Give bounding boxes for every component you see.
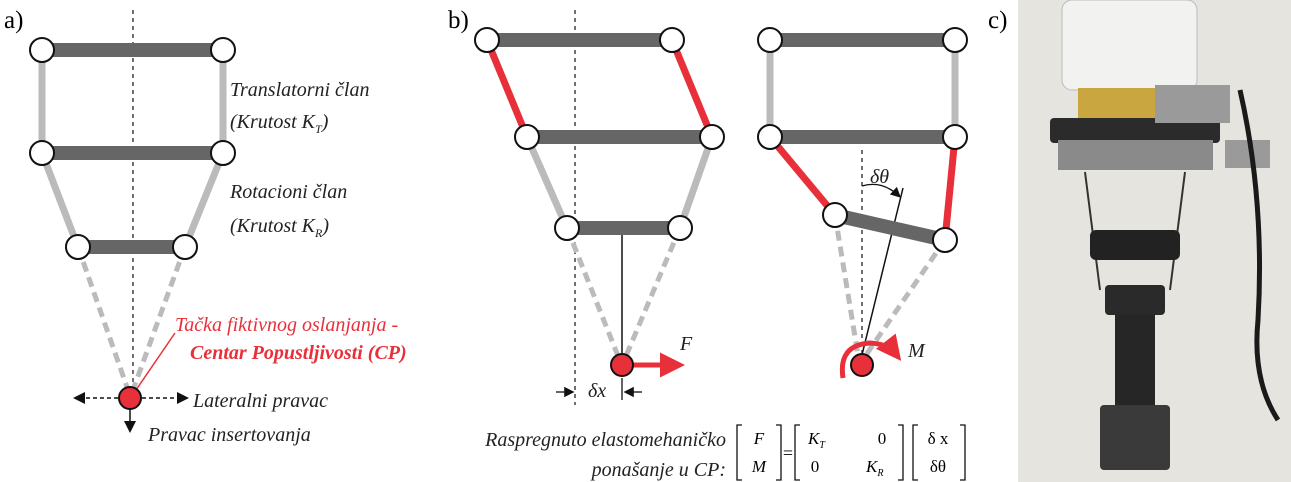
bar — [835, 215, 945, 240]
joint — [758, 28, 782, 52]
link — [770, 137, 835, 215]
joint — [700, 125, 724, 149]
text: ponašanje u CP: — [590, 459, 726, 481]
text: F — [679, 333, 693, 355]
panel-label: b) — [448, 7, 469, 34]
text: 0 — [878, 429, 887, 448]
joint — [173, 235, 197, 259]
joint — [668, 216, 692, 240]
joint — [66, 235, 90, 259]
text: = — [783, 443, 793, 463]
link — [487, 40, 527, 137]
dashed-link — [835, 215, 858, 355]
joint — [660, 28, 684, 52]
compliance-center — [851, 354, 873, 376]
link — [945, 137, 955, 240]
text: (Krutost KT) — [230, 111, 329, 136]
panel-label: a) — [4, 7, 23, 34]
peg — [1100, 405, 1170, 470]
joint — [823, 203, 847, 227]
text: (Krutost K — [230, 111, 317, 133]
text: (Krutost K — [230, 215, 317, 237]
link — [185, 153, 223, 247]
joint — [475, 28, 499, 52]
text: δθ — [870, 166, 889, 188]
sensor — [1225, 140, 1270, 168]
sensor — [1155, 85, 1230, 123]
dashed-link — [626, 228, 680, 356]
text: δx — [588, 380, 606, 402]
platform — [1105, 285, 1165, 315]
text: Translatorni član — [230, 79, 369, 101]
link — [527, 137, 567, 228]
text: 0 — [811, 457, 820, 476]
text: M — [907, 340, 926, 362]
adapter — [1078, 88, 1168, 123]
joint — [758, 125, 782, 149]
text: M — [751, 457, 767, 476]
text: Rotacioni član — [229, 181, 347, 203]
compliance-center — [119, 387, 141, 409]
dashed-link — [866, 240, 945, 355]
text: (Krutost KR) — [230, 215, 329, 240]
text: ) — [321, 111, 329, 133]
text: Raspregnuto elastomehaničko — [484, 429, 726, 451]
ring — [1058, 140, 1213, 170]
compliance-center — [611, 354, 633, 376]
dashed-link — [78, 247, 128, 390]
text: δθ — [930, 457, 946, 476]
figure: a) Translatorni član (Krutost KT) Rotaci… — [0, 0, 1291, 482]
text: F — [753, 429, 765, 448]
platform — [1090, 230, 1180, 260]
text: Centar Popustljivosti (CP) — [190, 342, 407, 364]
text: ) — [321, 215, 329, 237]
text: KR — [865, 457, 883, 479]
joint — [555, 216, 579, 240]
joint — [30, 38, 54, 62]
joint — [943, 28, 967, 52]
link — [680, 137, 712, 228]
link — [672, 40, 712, 137]
photo — [1018, 0, 1291, 482]
text: Pravac insertovanja — [147, 424, 311, 446]
text: Lateralni pravac — [192, 390, 328, 412]
link — [42, 153, 78, 247]
tool — [1115, 315, 1155, 410]
subscript: T — [819, 440, 826, 451]
panel-label: c) — [988, 7, 1007, 34]
text: KT — [807, 429, 826, 451]
joint — [211, 38, 235, 62]
subscript: R — [876, 468, 883, 479]
text: δ x — [928, 429, 949, 448]
text: Tačka fiktivnog oslanjanja - — [175, 314, 398, 336]
robot-flange — [1062, 0, 1197, 90]
joint — [943, 125, 967, 149]
joint — [211, 141, 235, 165]
leader — [136, 333, 175, 390]
joint — [933, 228, 957, 252]
joint — [515, 125, 539, 149]
joint — [30, 141, 54, 165]
